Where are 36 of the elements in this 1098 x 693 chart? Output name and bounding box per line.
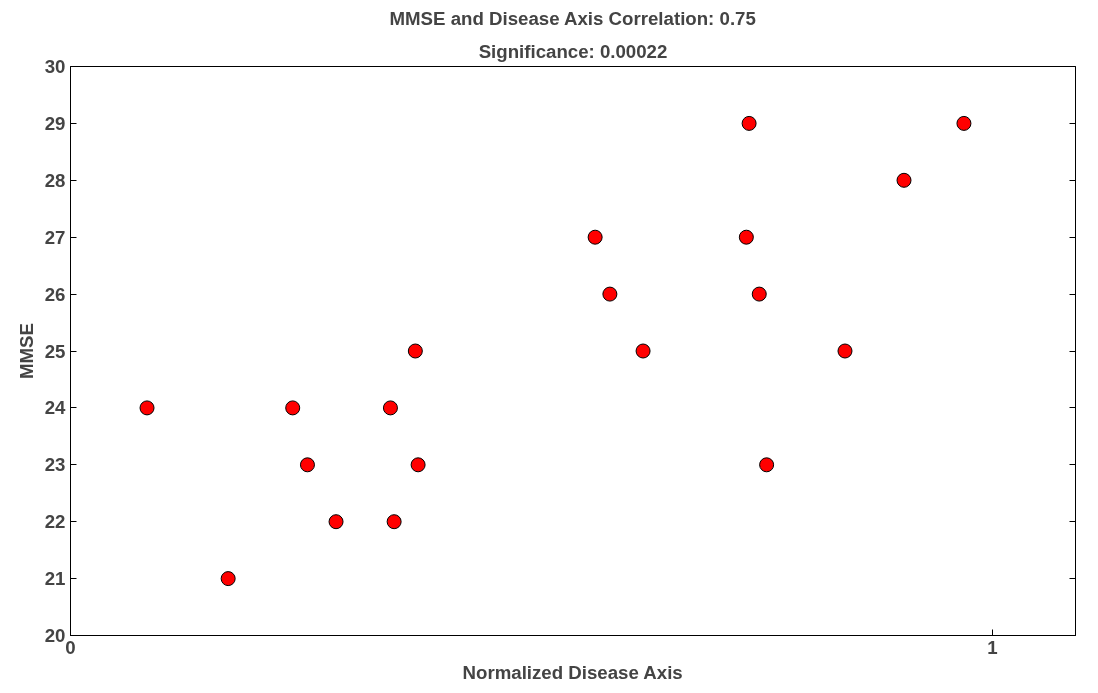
point (139, 400, 155, 416)
x-axis-title: Normalized Disease Axis (462, 661, 683, 683)
point (635, 343, 651, 359)
chart-subtitle: Significance: 0.00022 (478, 40, 668, 62)
x-tick-label: 0 (65, 636, 76, 658)
point (382, 400, 398, 416)
point (956, 115, 972, 131)
y-tick-label: 21 (44, 568, 66, 590)
y-tick-label: 30 (44, 56, 66, 77)
x-tick-label: 1 (987, 636, 998, 658)
point (896, 172, 912, 188)
point (738, 229, 754, 245)
point (587, 229, 603, 245)
y-tick-label: 22 (44, 511, 66, 533)
point (751, 286, 767, 302)
point (386, 514, 402, 530)
point (285, 400, 301, 416)
point (299, 457, 315, 473)
y-tick-label: 26 (44, 283, 66, 305)
chart-title: MMSE and Disease Axis Correlation: 0.75 (389, 7, 756, 29)
y-tick-label: 25 (44, 340, 66, 362)
point (410, 457, 426, 473)
y-tick-label: 28 (44, 169, 66, 191)
point (602, 286, 618, 302)
point (220, 571, 236, 587)
point (328, 514, 344, 530)
y-tick-label: 27 (44, 226, 66, 248)
point (837, 343, 853, 359)
y-tick-label: 23 (44, 454, 66, 476)
point (741, 115, 757, 131)
y-tick-label: 24 (44, 397, 67, 419)
point (759, 457, 775, 473)
y-tick-label: 20 (44, 625, 66, 646)
y-tick-label: 29 (44, 112, 66, 134)
point (407, 343, 423, 359)
y-axis-title: MMSE (15, 323, 37, 379)
